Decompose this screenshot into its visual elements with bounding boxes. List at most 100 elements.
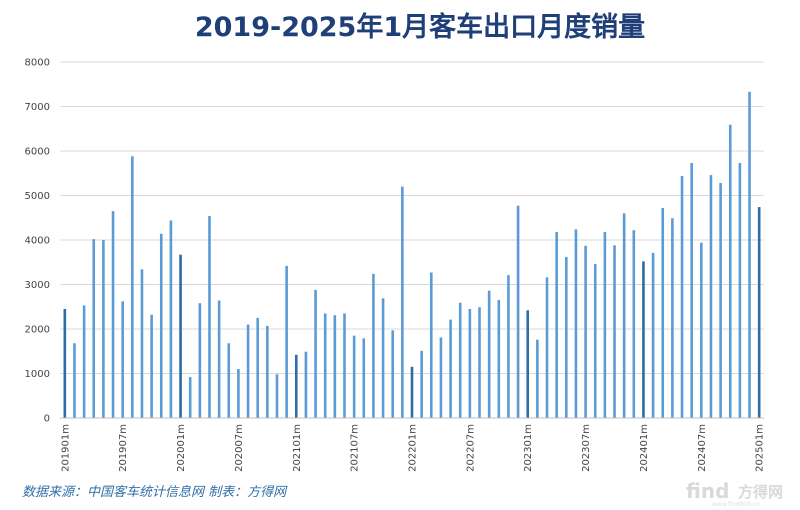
bar	[323, 313, 327, 418]
chart-title: 2019-2025年1月客车出口月度销量	[195, 11, 645, 43]
bar	[709, 175, 713, 418]
bar	[410, 366, 414, 418]
bar	[661, 207, 665, 418]
bar	[651, 252, 655, 418]
bar	[748, 91, 751, 418]
bar	[237, 369, 240, 418]
gridlines	[60, 61, 764, 374]
y-tick-label: 4000	[25, 236, 50, 247]
bar	[671, 218, 674, 418]
bar	[420, 350, 423, 418]
bar	[352, 335, 356, 418]
watermark-url: www.find800.cn	[712, 501, 760, 508]
bar	[92, 239, 96, 418]
bar	[680, 175, 684, 418]
bar	[294, 354, 298, 418]
y-tick-label: 8000	[25, 58, 50, 69]
bar	[555, 231, 558, 418]
bar	[468, 308, 472, 418]
x-tick-label: 202101m	[292, 424, 303, 472]
bar	[131, 156, 134, 418]
bar	[140, 269, 144, 418]
x-tick-label: 202001m	[176, 424, 187, 472]
bar	[73, 343, 76, 418]
x-tick-label: 202401m	[639, 424, 650, 472]
bar	[256, 317, 259, 419]
x-tick-label: 202407m	[697, 424, 708, 472]
bar	[719, 183, 722, 418]
x-tick-label: 202201m	[408, 424, 419, 472]
bar	[439, 337, 443, 418]
bar	[246, 324, 250, 418]
bar	[526, 310, 530, 418]
y-tick-label: 5000	[25, 191, 50, 202]
y-tick-label: 7000	[25, 102, 50, 113]
bar	[111, 211, 115, 418]
y-tick-label: 3000	[25, 280, 50, 291]
y-tick-label: 1000	[25, 369, 50, 380]
x-tick-label: 201901m	[60, 424, 71, 472]
x-tick-label: 202107m	[350, 424, 361, 472]
bar	[391, 330, 395, 418]
bar	[401, 186, 404, 418]
bar	[372, 273, 375, 418]
bar	[381, 298, 385, 418]
bar	[690, 163, 693, 418]
bar	[545, 277, 549, 418]
bar	[622, 213, 626, 418]
bar	[728, 124, 732, 418]
bar	[217, 300, 221, 418]
bar	[593, 264, 597, 418]
bar	[362, 338, 366, 418]
bar	[738, 163, 742, 418]
x-axis-ticks: 201901m 201907m 202001m 202007m 202101m 20210…	[60, 424, 765, 472]
bar	[227, 343, 231, 418]
bar	[565, 256, 568, 418]
bar	[429, 272, 433, 418]
bar	[275, 374, 279, 418]
bar	[333, 315, 337, 418]
x-tick-label: 202501m	[755, 424, 766, 472]
bar	[304, 351, 308, 418]
x-tick-label: 202207m	[465, 424, 476, 472]
bar	[700, 242, 703, 418]
bar	[613, 245, 616, 418]
bar	[285, 265, 288, 418]
bar	[63, 308, 67, 418]
bar	[150, 314, 153, 418]
bar	[603, 231, 607, 418]
y-axis-ticks: 0 1000 2000 3000 4000 5000 6000 7000 8000	[25, 58, 50, 425]
bar	[343, 313, 346, 418]
bar	[102, 240, 105, 418]
y-tick-label: 0	[44, 414, 50, 425]
bar	[487, 290, 491, 418]
bar	[632, 230, 636, 418]
bar	[314, 289, 317, 418]
bar	[179, 254, 182, 418]
bar	[536, 339, 539, 418]
bar	[516, 205, 520, 418]
watermark-cn: 方得网	[738, 483, 783, 501]
x-tick-label: 202301m	[523, 424, 534, 472]
bar	[208, 215, 211, 418]
source-note: 数据来源：中国客车统计信息网 制表：方得网	[22, 484, 288, 500]
bar	[82, 305, 86, 418]
watermark-latin: find	[686, 479, 729, 503]
x-tick-label: 201907m	[118, 424, 129, 472]
bar	[574, 229, 578, 418]
watermark-logo: find 方得网 www.find800.cn	[686, 479, 783, 508]
bar	[642, 261, 645, 418]
y-tick-label: 6000	[25, 147, 50, 158]
y-tick-label: 2000	[25, 325, 50, 336]
bar	[757, 207, 761, 418]
bar	[584, 245, 587, 418]
bar	[169, 220, 173, 418]
bar	[159, 233, 163, 418]
bar	[198, 303, 202, 418]
bar	[188, 377, 192, 418]
bar	[497, 300, 501, 418]
bar	[507, 275, 510, 418]
bar	[449, 319, 452, 418]
bar	[266, 325, 269, 418]
